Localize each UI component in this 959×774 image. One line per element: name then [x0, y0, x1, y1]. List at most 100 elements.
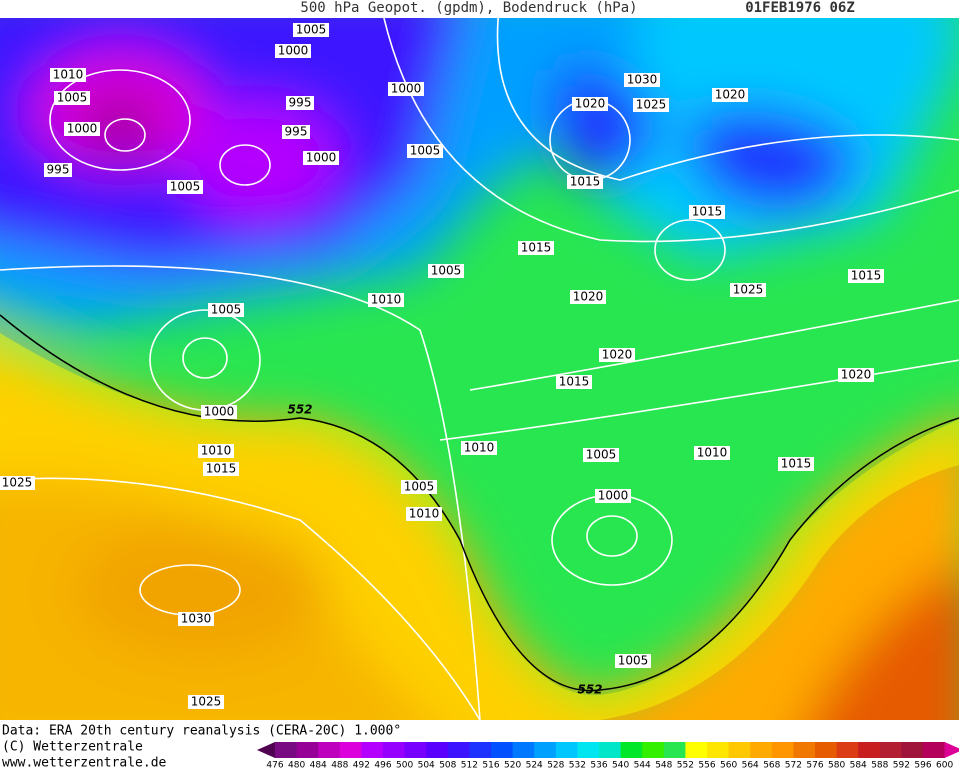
isobar-label-bg: [599, 348, 635, 362]
isobar-label: 1005: [431, 264, 462, 278]
isobar-label: 1005: [296, 23, 327, 37]
isobar-label-bg: [730, 283, 766, 297]
isobar-label-bg: [198, 444, 234, 458]
legend-swatch: [296, 742, 319, 758]
legend-swatch: [642, 742, 665, 758]
legend-label: 504: [418, 761, 435, 771]
isobar-label-bg: [595, 489, 631, 503]
isobar-label-bg: [201, 405, 237, 419]
legend-label: 572: [785, 761, 802, 771]
isobar-label: 1015: [570, 175, 601, 189]
legend-label: 496: [374, 761, 391, 771]
legend-label: 484: [310, 761, 327, 771]
legend-label: 592: [893, 761, 910, 771]
isobar-label-bg: [293, 23, 329, 37]
legend-label: 560: [720, 761, 737, 771]
legend-label: 492: [353, 761, 370, 771]
legend-label: 568: [763, 761, 780, 771]
url-text: www.wetterzentrale.de: [2, 756, 167, 771]
isobar-label-bg: [44, 163, 72, 177]
legend-swatch: [318, 742, 341, 758]
isobar-label: 1000: [204, 405, 235, 419]
isobar-label-bg: [461, 441, 497, 455]
legend-swatch: [447, 742, 470, 758]
isobar-label: 1020: [602, 348, 633, 362]
isobar-label: 1010: [53, 68, 84, 82]
legend-swatch: [728, 742, 751, 758]
isobar-label: 1025: [733, 283, 764, 297]
isobar-label: 1005: [586, 448, 617, 462]
isobar-label-bg: [178, 612, 214, 626]
legend-swatch: [771, 742, 794, 758]
isobar-label-bg: [64, 122, 100, 136]
legend-label: 488: [331, 761, 348, 771]
legend-swatch: [901, 742, 924, 758]
contour-552: [0, 314, 959, 692]
isobar-label: 1020: [841, 368, 872, 382]
isobar-label-bg: [712, 88, 748, 102]
isobar-label-bg: [518, 241, 554, 255]
legend-swatch: [577, 742, 600, 758]
isobar-label: 1005: [211, 303, 242, 317]
isobar-label: 1020: [575, 97, 606, 111]
legend-label: 476: [266, 761, 283, 771]
isobar-label: 1025: [636, 98, 667, 112]
legend-swatch: [707, 742, 730, 758]
isobar-label-bg: [689, 205, 725, 219]
legend-label: 564: [742, 761, 759, 771]
contour-label: 552: [577, 683, 602, 697]
legend-arrow-right: [944, 742, 959, 758]
legend-label: 596: [914, 761, 931, 771]
legend-label: 540: [612, 761, 629, 771]
legend-label: 552: [677, 761, 694, 771]
contour-label: 552: [287, 403, 312, 417]
isobar-label: 1000: [598, 489, 629, 503]
legend-label: 584: [850, 761, 867, 771]
legend-label: 556: [698, 761, 715, 771]
legend-label: 544: [634, 761, 651, 771]
isobar-label: 1010: [409, 507, 440, 521]
legend-label: 480: [288, 761, 305, 771]
map-date: 01FEB1976 06Z: [745, 0, 855, 16]
legend-swatch: [361, 742, 384, 758]
isobar-label-bg: [50, 68, 86, 82]
legend-swatch: [491, 742, 514, 758]
isobars: [0, 18, 959, 720]
isobar-label-bg: [368, 293, 404, 307]
legend-swatch: [858, 742, 881, 758]
legend-label: 520: [504, 761, 521, 771]
isobar-label-bg: [567, 175, 603, 189]
isobar-label-bg: [0, 476, 35, 490]
isobar-label: 1020: [573, 290, 604, 304]
legend-swatch: [404, 742, 427, 758]
legend-label: 548: [655, 761, 672, 771]
map-title: 500 hPa Geopot. (gpdm), Bodendruck (hPa): [300, 0, 637, 16]
isobar-label-bg: [848, 269, 884, 283]
legend-swatch: [383, 742, 406, 758]
source-text: Data: ERA 20th century reanalysis (CERA-…: [2, 724, 401, 739]
isobar-label-bg: [54, 91, 90, 105]
isobar-label: 1000: [67, 122, 98, 136]
legend-label: 532: [569, 761, 586, 771]
isobar-label: 995: [47, 163, 70, 177]
isobar-label: 1000: [391, 82, 422, 96]
isobar-label-bg: [615, 654, 651, 668]
legend-arrow-left: [257, 742, 275, 758]
isobar-label: 995: [285, 125, 308, 139]
legend-swatch: [512, 742, 535, 758]
legend-label: 580: [828, 761, 845, 771]
isobar-label: 1015: [206, 462, 237, 476]
isobar-label: 1005: [170, 180, 201, 194]
legend-swatch: [663, 742, 686, 758]
isobar-label: 1000: [278, 44, 309, 58]
legend-label: 500: [396, 761, 413, 771]
isobar-label: 1015: [781, 457, 812, 471]
isobar-label: 1015: [521, 241, 552, 255]
isobar-label: 1030: [181, 612, 212, 626]
isobar-label-bg: [556, 375, 592, 389]
isobar-label-bg: [401, 480, 437, 494]
legend-swatch: [469, 742, 492, 758]
isobar-label-bg: [303, 151, 339, 165]
